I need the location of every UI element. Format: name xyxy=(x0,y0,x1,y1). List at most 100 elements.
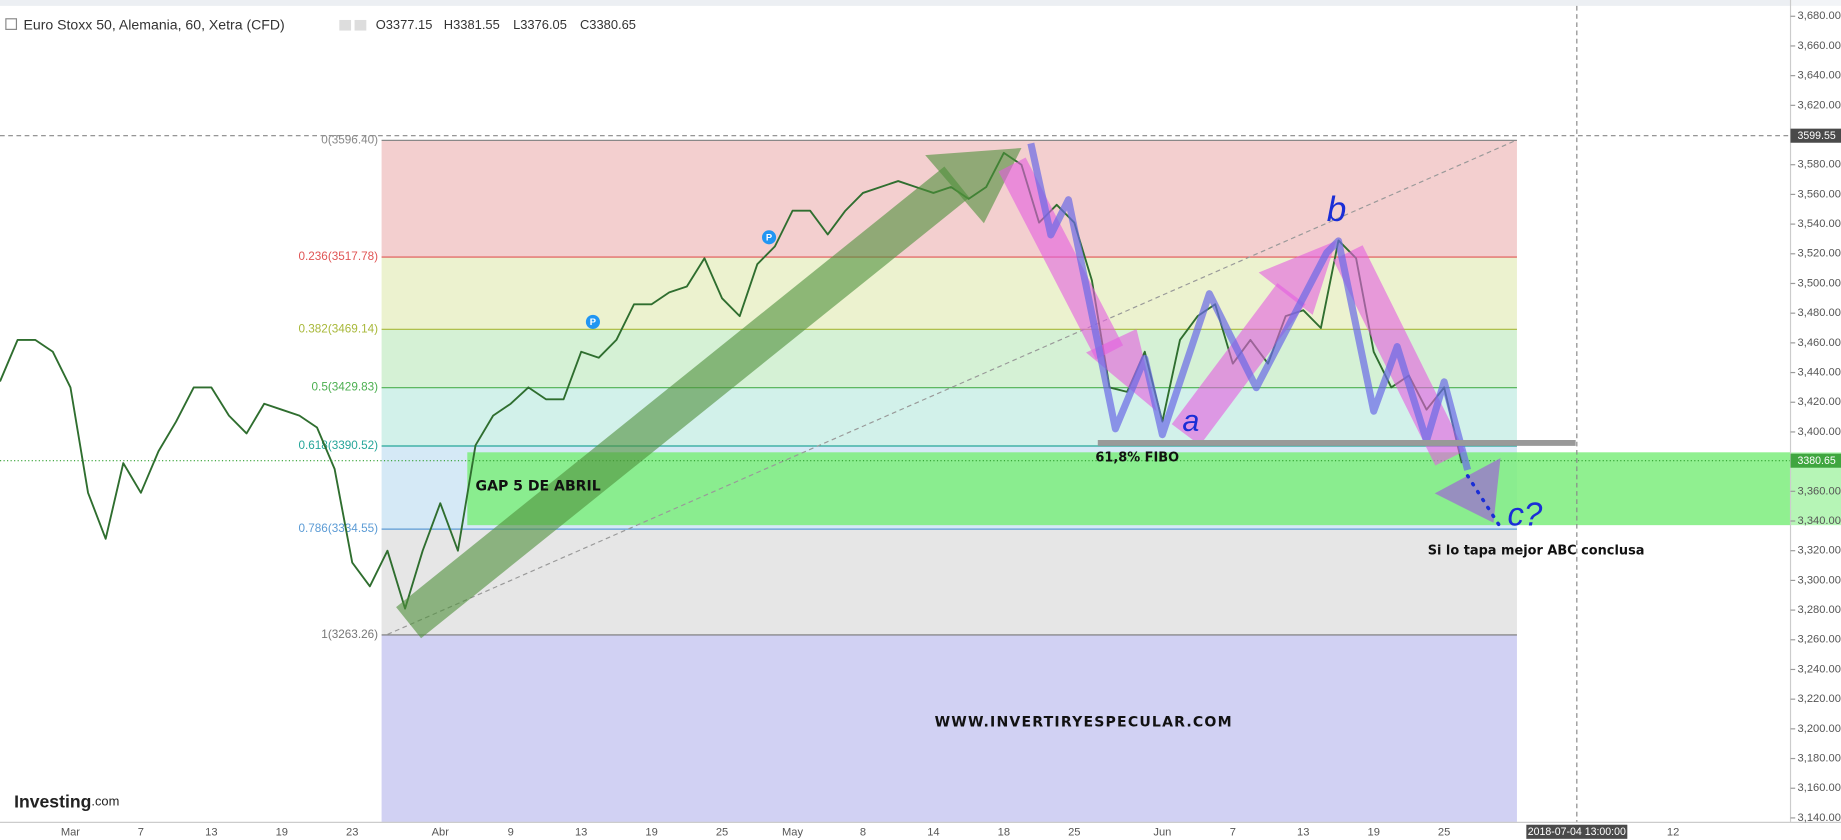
collapse-icon[interactable] xyxy=(5,18,18,30)
fib-level-label: 1(3263.26) xyxy=(321,628,378,641)
time-axis-bg xyxy=(0,822,1841,840)
marker-badge[interactable] xyxy=(761,230,777,245)
x-tick-label: 18 xyxy=(998,826,1010,838)
gap-zone xyxy=(467,452,1841,526)
x-tick-label: May xyxy=(782,826,803,838)
header-icon[interactable] xyxy=(339,19,352,31)
ohlc-low: L3376.05 xyxy=(513,17,567,32)
marker-badge[interactable] xyxy=(585,314,600,329)
chart-title: Euro Stoxx 50, Alemania, 60, Xetra (CFD) xyxy=(23,17,284,33)
marker-label[interactable]: P xyxy=(590,316,596,327)
fib-zone xyxy=(381,529,1517,635)
down-arrow-c-head xyxy=(1434,458,1501,523)
y-tick-label: 3,440.00 xyxy=(1798,367,1841,379)
up-arrow-body xyxy=(396,166,970,639)
crosshair-price-box xyxy=(1790,128,1841,143)
logo-suffix: .com xyxy=(91,794,119,809)
last-price-box xyxy=(1790,453,1841,468)
axes: 3,140.00 3,160.00 3,180.00 3,200.00 3,220.00… xyxy=(61,10,1841,839)
x-tick-label: 7 xyxy=(138,826,144,838)
x-tick-label: 9 xyxy=(508,826,514,838)
price-axis-bg xyxy=(1790,0,1841,840)
gap-label: GAP 5 DE ABRIL xyxy=(476,478,601,494)
y-tick-label: 3,480.00 xyxy=(1798,307,1841,319)
fib-level-label: 0.5(3429.83) xyxy=(312,381,379,394)
y-tick-label: 3,320.00 xyxy=(1798,545,1841,557)
y-tick-label: 3,640.00 xyxy=(1798,70,1841,82)
fib-zone xyxy=(381,329,1517,388)
drawings xyxy=(396,5,1578,823)
x-tick-label: 7 xyxy=(1230,826,1236,838)
x-tick-label: 13 xyxy=(1297,826,1309,838)
y-tick-label: 3,180.00 xyxy=(1798,752,1841,764)
y-tick-label: 3,280.00 xyxy=(1798,604,1841,616)
up-arrow-b-head xyxy=(1258,240,1337,315)
y-tick-label: 3,220.00 xyxy=(1798,693,1841,705)
header-icon[interactable] xyxy=(354,19,367,31)
crosshair-time-label: 2018-07-04 13:00:00 xyxy=(1528,826,1626,838)
y-tick-label: 3,520.00 xyxy=(1798,248,1841,260)
y-tick-label: 3,140.00 xyxy=(1798,812,1841,824)
fib-zone xyxy=(381,387,1517,447)
x-tick-label: 19 xyxy=(276,826,288,838)
x-tick-label: 12 xyxy=(1667,826,1679,838)
up-arrow-head xyxy=(925,148,1022,224)
marker-label[interactable]: P xyxy=(766,231,772,242)
website-label: WWW.INVERTIRYESPECULAR.COM xyxy=(935,715,1233,731)
wave-b-label: b xyxy=(1327,190,1347,229)
x-tick-label: 25 xyxy=(1068,826,1080,838)
y-tick-label: 3,580.00 xyxy=(1798,159,1841,171)
y-tick-label: 3,200.00 xyxy=(1798,723,1841,735)
wave-path xyxy=(1027,142,1472,471)
y-tick-label: 3,300.00 xyxy=(1798,574,1841,586)
crosshair-price-label: 3599.55 xyxy=(1798,130,1836,142)
fib-lines: 0(3596.40) 0.236(3517.78) 0.382(3469.14) 0.… xyxy=(298,133,1517,641)
x-tick-label: Jun xyxy=(1153,826,1171,838)
fibo-label: 61,8% FIBO xyxy=(1095,451,1179,466)
y-tick-label: 3,660.00 xyxy=(1798,40,1841,52)
ohlc-close: C3380.65 xyxy=(580,17,636,32)
y-tick-label: 3,260.00 xyxy=(1798,634,1841,646)
projection-dots xyxy=(1465,474,1505,533)
note-label: Si lo tapa mejor ABC conclusa xyxy=(1428,543,1645,558)
y-tick-label: 3,400.00 xyxy=(1798,426,1841,438)
fib-zone xyxy=(381,634,1517,823)
down-arrow-a-head xyxy=(1086,328,1157,412)
wave-c-label: c? xyxy=(1508,496,1543,533)
fib-level-label: 0.236(3517.78) xyxy=(298,250,378,263)
fib-level-label: 0(3596.40) xyxy=(321,133,378,146)
annotation-texts: GAP 5 DE ABRIL 61,8% FIBO Si lo tapa mej… xyxy=(14,190,1644,811)
top-toolbar xyxy=(0,0,1841,6)
y-tick-label: 3,420.00 xyxy=(1798,396,1841,408)
y-tick-label: 3,340.00 xyxy=(1798,515,1841,527)
logo: Investing.com xyxy=(14,791,119,811)
x-tick-label: 19 xyxy=(645,826,657,838)
x-tick-label: 25 xyxy=(1438,826,1450,838)
ohlc-open: O3377.15 xyxy=(376,17,433,32)
y-tick-label: 3,680.00 xyxy=(1798,10,1841,22)
y-tick-label: 3,620.00 xyxy=(1798,99,1841,111)
x-tick-label: 19 xyxy=(1368,826,1380,838)
crosshair-time-box xyxy=(1526,824,1628,839)
y-tick-label: 3,460.00 xyxy=(1798,337,1841,349)
up-arrow-b xyxy=(1171,283,1306,446)
x-tick-label: Abr xyxy=(432,826,450,838)
y-tick-label: 3,160.00 xyxy=(1798,782,1841,794)
ohlc-high: H3381.55 xyxy=(444,17,500,32)
y-tick-label: 3,240.00 xyxy=(1798,663,1841,675)
y-tick-label: 3,540.00 xyxy=(1798,218,1841,230)
last-price-label: 3380.65 xyxy=(1798,455,1836,467)
wave-a-label: a xyxy=(1182,404,1199,438)
x-tick-label: Mar xyxy=(61,826,80,838)
y-tick-label: 3,360.00 xyxy=(1798,485,1841,497)
fib-level-label: 0.618(3390.52) xyxy=(298,439,378,452)
x-tick-label: 23 xyxy=(346,826,358,838)
x-tick-label: 13 xyxy=(205,826,217,838)
y-tick-label: 3,500.00 xyxy=(1798,277,1841,289)
header: Euro Stoxx 50, Alemania, 60, Xetra (CFD)… xyxy=(5,17,636,33)
fib-level-label: 0.786(3334.55) xyxy=(298,522,378,535)
logo-name: Investing xyxy=(14,791,91,811)
x-tick-label: 14 xyxy=(927,826,939,838)
x-tick-label: 8 xyxy=(860,826,866,838)
